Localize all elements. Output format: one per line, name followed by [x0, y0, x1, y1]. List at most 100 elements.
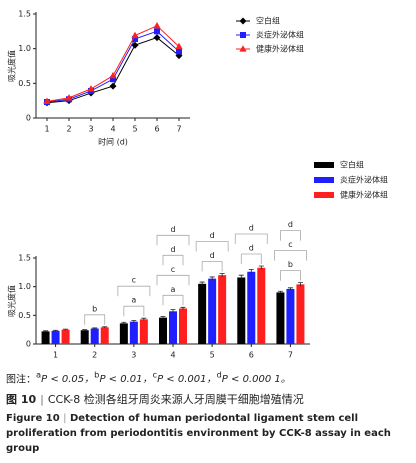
error-bar [53, 329, 59, 332]
point [153, 21, 161, 29]
significance-bracket [201, 261, 223, 272]
x-tick-label: 4 [170, 351, 175, 360]
significance-bracket [123, 305, 145, 317]
significance-bracket [156, 234, 190, 246]
point [65, 94, 73, 101]
error-bar [258, 265, 264, 270]
significance-label: c [288, 240, 292, 249]
legend-swatch [314, 177, 334, 183]
error-bar [92, 327, 98, 330]
note-prefix: 图注： [6, 374, 36, 386]
significance-bracket [162, 294, 184, 306]
y-tick-label: 1.5 [18, 10, 31, 19]
note-sup: b [94, 370, 100, 380]
legend-marker [239, 45, 247, 52]
bar [247, 271, 256, 344]
error-bar [63, 328, 69, 331]
point [154, 28, 160, 35]
x-tick-label: 7 [176, 125, 181, 134]
x-tick-label: 5 [210, 351, 215, 360]
point [153, 34, 161, 42]
bar [198, 283, 207, 344]
x-tick-label: 2 [66, 125, 71, 134]
title-cn: CCK-8 检测各组牙周炎来源人牙周膜干细胞增殖情况 [47, 393, 304, 407]
y-tick-label: 1.0 [18, 44, 31, 53]
bar [100, 327, 109, 344]
bar [159, 317, 167, 344]
legend-label: 空白组 [256, 16, 280, 26]
error-bar [102, 326, 108, 328]
title-cn-line: 图 10 | CCK-8 检测各组牙周炎来源人牙周膜干细胞增殖情况 [6, 391, 410, 407]
point [109, 71, 117, 79]
error-bar [199, 281, 205, 286]
separator: | [39, 393, 45, 407]
point [176, 48, 182, 55]
error-bar [219, 273, 225, 277]
bar [41, 331, 50, 344]
error-bar [277, 290, 283, 294]
x-tick-label: 1 [44, 125, 49, 134]
significance-label: d [288, 220, 293, 229]
error-bar [121, 321, 127, 325]
error-bar [160, 316, 166, 319]
significance-label: c [132, 276, 136, 285]
significance-bracket [280, 270, 301, 281]
point [110, 76, 116, 83]
significance-bracket [117, 285, 151, 297]
bar [90, 328, 99, 344]
legend-label: 炎症外泌体组 [340, 175, 388, 185]
x-tick-label: 4 [110, 125, 115, 134]
error-bar [297, 282, 303, 287]
legend-label: 空白组 [340, 160, 364, 170]
title-en-line: Figure 10 | Detection of human periodont… [6, 411, 410, 456]
bar [276, 292, 285, 344]
bar [169, 311, 177, 344]
bar [208, 278, 217, 344]
error-bar [170, 309, 176, 314]
bar [296, 284, 305, 344]
error-bar [248, 269, 254, 275]
bar [218, 275, 227, 344]
caption: 图注：aP < 0.05，bP < 0.01，cP < 0.001，dP < 0… [6, 370, 410, 456]
significance-bracket [280, 230, 301, 241]
legend-label: 健康外泌体组 [256, 44, 304, 54]
figure-label-en: Figure 10 [6, 413, 60, 425]
significance-label: d [170, 225, 175, 234]
point [43, 97, 51, 104]
error-bar [287, 287, 293, 291]
x-tick-label: 7 [288, 351, 293, 360]
significance-label: a [131, 296, 136, 305]
note-text: P < 0.001， [157, 374, 217, 386]
significance-label: d [210, 231, 215, 240]
x-tick-label: 5 [132, 125, 137, 134]
significance-bracket [234, 233, 268, 245]
legend-marker [239, 17, 247, 25]
bar [61, 329, 70, 344]
significance-label: a [171, 285, 176, 294]
y-tick-label: 0 [26, 114, 31, 123]
title-en: Detection of human periodontal ligament … [6, 413, 391, 455]
note-text: P < 0.000 1。 [221, 374, 291, 386]
legend-swatch [314, 162, 334, 168]
significance-bracket [84, 314, 106, 325]
bar [51, 330, 60, 344]
error-bar [238, 274, 244, 280]
figure-label: 图 10 [6, 393, 37, 407]
y-tick-label: 1.0 [18, 282, 31, 291]
bar [139, 319, 148, 344]
bar [179, 308, 187, 344]
x-tick-label: 3 [88, 125, 93, 134]
legend-marker [240, 32, 246, 38]
point [109, 82, 117, 90]
error-bar [82, 329, 88, 331]
y-axis-label: 吸光度值 [7, 285, 17, 317]
y-tick-label: 0.5 [18, 311, 31, 320]
significance-bracket [240, 253, 262, 265]
error-bar [43, 330, 49, 332]
note-line: 图注：aP < 0.05，bP < 0.01，cP < 0.001，dP < 0… [6, 370, 410, 385]
y-tick-label: 0 [26, 340, 31, 349]
note-sup: a [36, 370, 42, 380]
error-bar [209, 276, 215, 281]
